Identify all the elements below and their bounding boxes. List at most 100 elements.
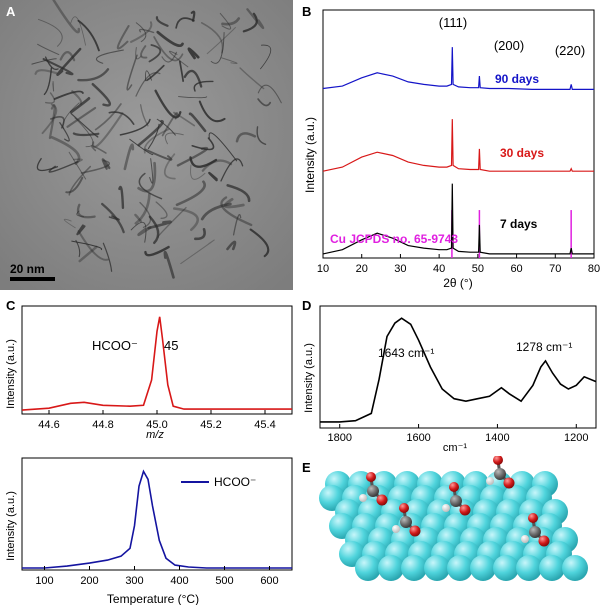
xrd-x-tick-label: 10 <box>317 263 329 275</box>
tem-image-drawing <box>0 0 293 290</box>
tem-flake <box>52 81 55 92</box>
panel-c-charts: 44.6 44.8 45.0 45.2 45.4 100 200 300 400 500 600 … <box>5 305 293 605</box>
xrd-frame <box>322 9 595 259</box>
cu-atom <box>424 555 450 581</box>
tem-flake <box>193 80 214 92</box>
ms-x-tick-label: 45.0 <box>146 419 167 431</box>
tpd-x-tick-label: 400 <box>170 575 188 587</box>
xrd-x-tick-label: 80 <box>588 263 600 275</box>
hydrogen-atom <box>521 535 529 543</box>
tem-flake <box>210 31 225 64</box>
tem-flake <box>101 158 111 170</box>
oxygen-atom <box>503 477 515 489</box>
cu-atom <box>562 555 588 581</box>
ms-x-tick-label: 44.8 <box>92 419 113 431</box>
tem-flake <box>189 156 218 168</box>
xrd-x-tick-label: 40 <box>433 263 445 275</box>
ir-frame <box>319 305 597 429</box>
cu-atom <box>516 555 542 581</box>
ms-x-tick-label: 45.4 <box>254 419 275 431</box>
peak-label-111: (111) <box>439 15 467 30</box>
tem-flake <box>168 50 189 68</box>
tem-flake <box>92 112 124 148</box>
tem-flake <box>108 111 135 125</box>
ms-x-tick-label: 45.2 <box>200 419 221 431</box>
ir-peak2-label: 1278 cm⁻¹ <box>516 340 572 354</box>
tem-flake <box>173 111 196 127</box>
xrd-x-tick-label: 50 <box>472 263 484 275</box>
ms-xlabel: m/z <box>146 429 164 441</box>
tem-flake <box>153 36 184 62</box>
tem-flake <box>56 47 82 76</box>
ir-ylabel: Intensity (a.u.) <box>303 343 315 413</box>
tem-flake <box>76 224 86 236</box>
scale-bar-label: 20 nm <box>10 262 45 276</box>
tem-flake <box>135 72 161 97</box>
tem-flake <box>59 122 70 142</box>
tem-image: A 20 nm <box>0 0 293 290</box>
oxygen-atom <box>459 504 471 516</box>
panel-b-label: B <box>302 4 312 19</box>
tem-flake <box>53 90 84 100</box>
legend-90-days: 90 days <box>495 72 539 86</box>
tem-flake <box>119 118 151 136</box>
tem-flake <box>42 58 74 76</box>
ms-x-tick-label: 44.6 <box>38 419 59 431</box>
tem-flake <box>66 106 97 128</box>
tem-flake <box>138 28 155 34</box>
oxygen-atom <box>538 535 550 547</box>
tem-flake <box>44 56 59 71</box>
tem-flake <box>163 153 176 180</box>
tpd-x-tick-label: 300 <box>125 575 143 587</box>
tem-flake <box>70 16 86 46</box>
tem-flake <box>156 118 176 136</box>
tem-flake <box>134 213 143 223</box>
tem-flake <box>161 51 178 63</box>
tem-flake <box>76 203 96 219</box>
tem-flake <box>118 185 125 209</box>
tem-flake <box>219 12 232 30</box>
tem-flake <box>190 10 196 22</box>
xrd-series-line <box>322 183 594 255</box>
tem-flake <box>190 164 206 180</box>
tem-flake <box>144 245 170 257</box>
cu-atom <box>470 555 496 581</box>
tem-flake <box>62 102 80 130</box>
tem-flake <box>91 145 107 154</box>
tpd-frame <box>21 457 293 571</box>
oxygen-atom <box>399 503 409 513</box>
carbon-atom <box>450 495 462 507</box>
tem-flake <box>156 30 184 48</box>
cu-atom <box>493 555 519 581</box>
tem-flake <box>116 25 130 50</box>
tem-flake <box>220 158 244 182</box>
tem-flake <box>44 92 56 104</box>
tem-flake <box>148 215 160 245</box>
tem-flake <box>68 165 92 196</box>
panel-a-label: A <box>6 4 16 19</box>
tem-flake <box>68 151 87 180</box>
oxygen-atom <box>366 472 376 482</box>
tem-flake <box>91 82 112 107</box>
tem-flake <box>77 68 110 82</box>
tem-flake <box>154 89 182 119</box>
tem-flake <box>74 117 94 148</box>
peak-label-200: (200) <box>494 38 524 53</box>
tem-flake <box>135 47 142 60</box>
tem-flake <box>94 103 122 131</box>
oxygen-atom <box>493 456 503 465</box>
cu-atom <box>447 555 473 581</box>
tem-flake <box>221 17 241 26</box>
ms-peak-value: 45 <box>164 338 178 353</box>
tpd-xlabel: Temperature (°C) <box>107 592 199 605</box>
tem-flake <box>239 67 265 90</box>
tem-flake <box>148 44 162 63</box>
tem-flake <box>256 126 267 146</box>
tem-flake <box>176 146 209 167</box>
cu-atom <box>539 555 565 581</box>
ir-x-tick-label: 1200 <box>564 432 588 444</box>
tem-flake <box>235 132 257 143</box>
tem-flake <box>77 19 100 52</box>
adsorption-model <box>319 456 588 581</box>
hydrogen-atom <box>359 494 367 502</box>
